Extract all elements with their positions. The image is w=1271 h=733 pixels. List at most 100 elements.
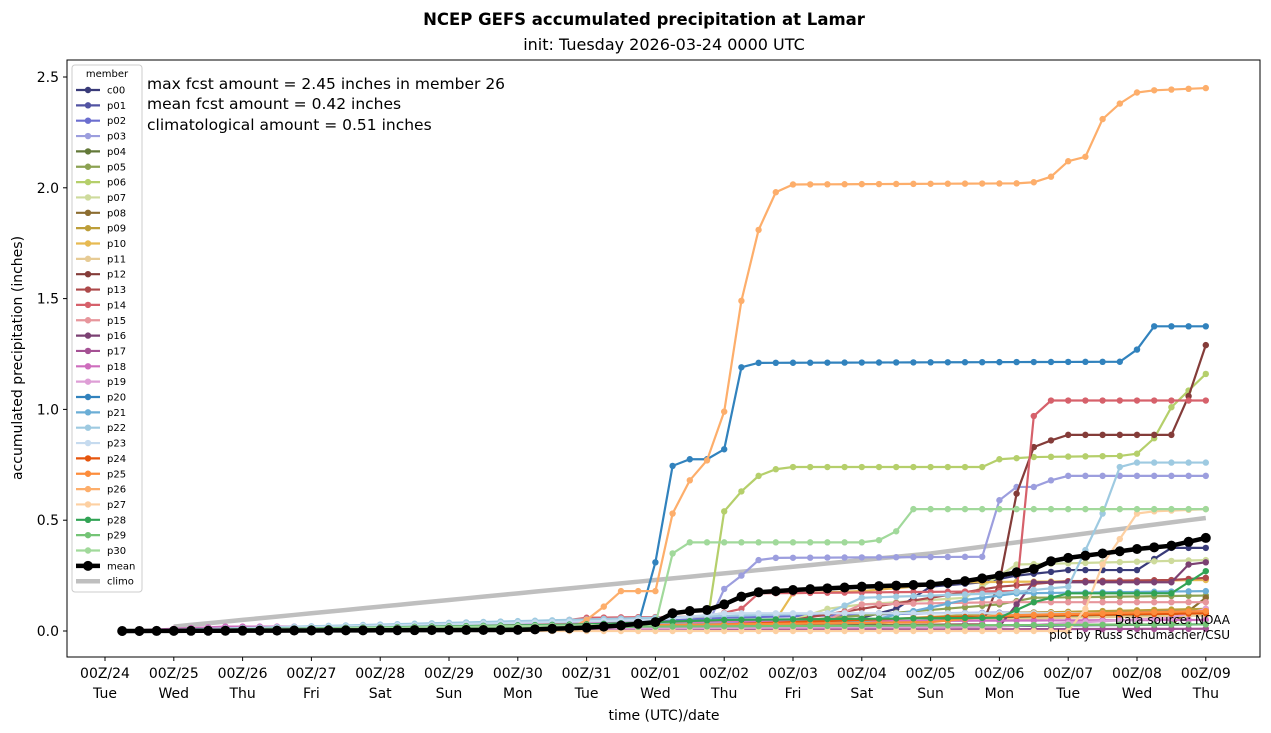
- x-tick-weekday: Sun: [917, 686, 944, 702]
- data-point: [858, 359, 865, 366]
- data-point: [1133, 621, 1141, 628]
- data-point: [1168, 472, 1175, 480]
- data-point: [944, 614, 951, 622]
- data-point: [1099, 621, 1106, 628]
- data-point: [1151, 87, 1158, 94]
- data-point: [996, 614, 1003, 621]
- y-axis: 0.0 0.5 1.0 1.5 2.0 2.5: [37, 70, 67, 640]
- data-point: [1030, 179, 1038, 186]
- data-point: [1185, 561, 1192, 568]
- data-point: [1151, 621, 1158, 628]
- data-point: [600, 603, 607, 610]
- x-tick-label: 00Z/04: [837, 666, 887, 682]
- data-point: [1151, 558, 1158, 565]
- data-point: [686, 477, 693, 484]
- legend-label: p21: [107, 408, 126, 419]
- data-point: [669, 462, 676, 470]
- data-point: [875, 627, 883, 635]
- data-point: [1116, 621, 1124, 628]
- data-point: [772, 466, 779, 473]
- data-point: [669, 510, 676, 517]
- data-point: [1065, 472, 1072, 480]
- data-point: [1116, 100, 1124, 107]
- data-point: [1151, 598, 1158, 606]
- data-point: [1168, 608, 1175, 615]
- data-point: [996, 598, 1003, 606]
- data-point: [1185, 616, 1192, 624]
- data-point: [893, 627, 900, 635]
- data-point: [686, 456, 693, 463]
- x-tick-weekday: Tue: [92, 686, 117, 702]
- legend-marker: [84, 470, 92, 477]
- legend-label: p15: [107, 316, 126, 327]
- x-tick-label: 00Z/27: [286, 666, 336, 682]
- data-point: [1013, 601, 1020, 608]
- data-point: [1030, 621, 1038, 629]
- data-point: [1183, 536, 1194, 547]
- legend-item-p11: p11: [76, 254, 126, 265]
- data-point: [927, 553, 934, 561]
- data-point: [858, 627, 865, 635]
- legend-label: p28: [107, 515, 126, 526]
- legend-label: p30: [107, 546, 126, 557]
- legend-item-p12: p12: [76, 270, 126, 281]
- x-tick-label: 00Z/09: [1181, 666, 1231, 682]
- data-point: [738, 616, 745, 623]
- legend-item-p23: p23: [76, 439, 126, 450]
- data-point: [1065, 358, 1072, 366]
- data-point: [1185, 85, 1192, 93]
- data-point: [1082, 559, 1089, 567]
- data-point: [1082, 358, 1089, 366]
- legend-label: p19: [107, 377, 126, 388]
- data-point: [996, 456, 1003, 463]
- data-point: [1013, 490, 1020, 497]
- data-point: [738, 610, 745, 617]
- legend-item-p17: p17: [76, 346, 126, 357]
- data-point: [1133, 89, 1141, 96]
- data-point: [961, 553, 969, 561]
- data-point: [1082, 453, 1089, 460]
- data-point: [1099, 505, 1106, 513]
- legend-item-p07: p07: [76, 193, 126, 204]
- data-point: [824, 622, 831, 630]
- data-point: [824, 463, 831, 471]
- legend-marker: [84, 485, 92, 493]
- data-point: [807, 610, 814, 617]
- data-point: [875, 622, 883, 629]
- legend-label: p13: [107, 285, 126, 296]
- data-point: [1133, 459, 1141, 466]
- legend-item-p24: p24: [76, 454, 126, 465]
- data-point: [289, 625, 300, 636]
- data-point: [1099, 115, 1106, 123]
- data-point: [927, 359, 934, 366]
- data-point: [1013, 606, 1020, 614]
- legend-item-p22: p22: [76, 423, 126, 434]
- data-point: [1185, 621, 1192, 628]
- legend-marker: [84, 102, 92, 109]
- legend-item-p14: p14: [76, 300, 126, 311]
- data-point: [910, 615, 917, 622]
- data-point: [996, 579, 1003, 586]
- data-point: [1133, 598, 1141, 606]
- data-point: [858, 463, 865, 471]
- data-point: [927, 592, 934, 599]
- data-point: [772, 359, 779, 367]
- legend-marker: [84, 301, 92, 309]
- data-point: [944, 505, 951, 513]
- data-point: [1099, 610, 1106, 617]
- data-point: [996, 621, 1003, 629]
- data-point: [1168, 505, 1175, 513]
- data-point: [996, 497, 1003, 504]
- data-point: [1133, 609, 1141, 616]
- data-point: [1151, 459, 1158, 466]
- data-point: [1200, 532, 1211, 543]
- data-point: [1011, 567, 1022, 578]
- x-tick-weekday: Mon: [503, 686, 533, 702]
- data-point: [893, 615, 900, 622]
- legend-label: p24: [107, 454, 126, 465]
- data-point: [910, 505, 917, 513]
- credit-source: Data source: NOAA: [1115, 613, 1231, 627]
- data-point: [1151, 505, 1158, 513]
- data-point: [703, 539, 711, 546]
- series-p26: [119, 84, 1210, 635]
